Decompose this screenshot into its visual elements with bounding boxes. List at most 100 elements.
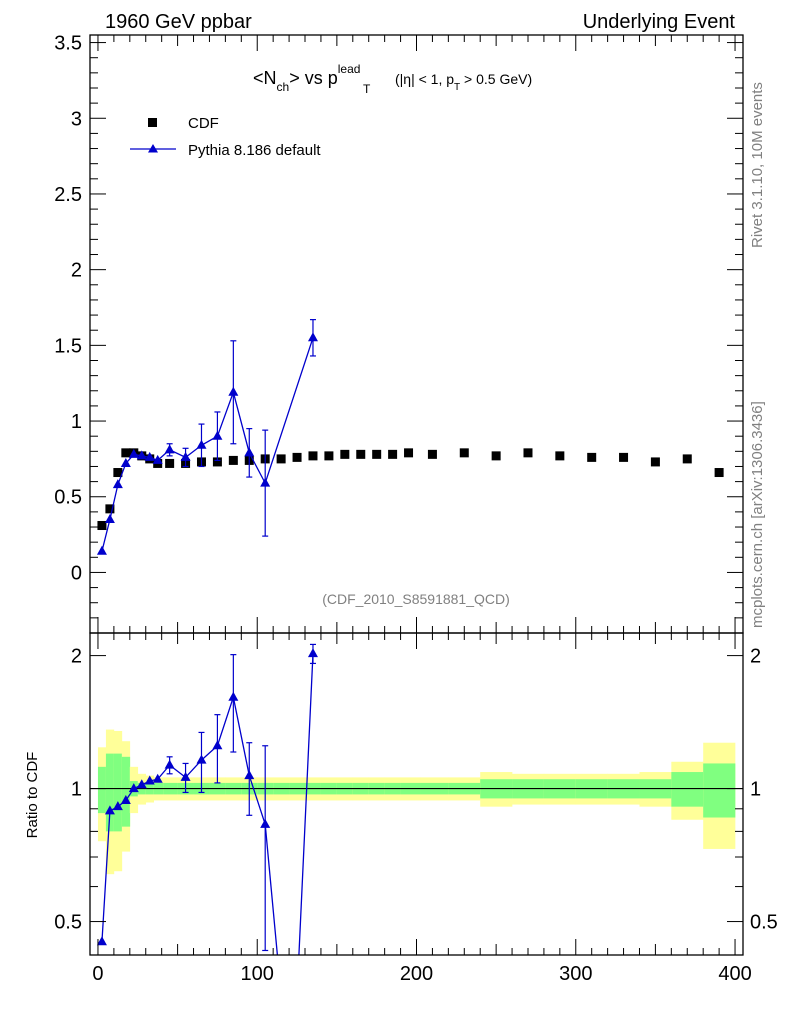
ratio-pythia-series xyxy=(96,643,318,955)
pythia-data-point xyxy=(120,457,131,467)
cdf-data-point xyxy=(292,452,302,462)
main-y-tick-label: 3 xyxy=(71,108,82,130)
ratio-band-green xyxy=(105,753,115,832)
pythia-data-point xyxy=(112,479,123,489)
main-y-tick-label: 1 xyxy=(71,411,82,433)
pythia-ratio-point xyxy=(244,770,255,780)
pythia-ratio-line xyxy=(101,653,314,955)
pythia-ratio-point xyxy=(96,936,107,946)
ratio-band-green xyxy=(703,763,736,818)
x-tick-label: 0 xyxy=(92,963,103,985)
ratio-y-tick-label-right: 0.5 xyxy=(750,912,778,934)
x-tick-label: 300 xyxy=(559,963,592,985)
cdf-data-point xyxy=(388,449,398,459)
ratio-y-tick-label-left: 0.5 xyxy=(54,912,82,934)
pythia-ratio-point xyxy=(112,801,123,811)
rivet-version-label: Rivet 3.1.10, 10M events xyxy=(749,82,766,248)
cdf-data-point xyxy=(340,449,350,459)
pythia-ratio-point xyxy=(128,783,139,793)
x-tick-label: 100 xyxy=(241,963,274,985)
ratio-y-tick-label-left: 2 xyxy=(71,646,82,668)
main-pythia-series xyxy=(96,319,318,555)
title-cond2: > 0.5 GeV) xyxy=(460,71,532,87)
cdf-data-point xyxy=(97,521,107,531)
ratio-band-green xyxy=(671,772,704,807)
cdf-data-point xyxy=(555,451,565,461)
pythia-data-point xyxy=(128,448,139,458)
ratio-band-green xyxy=(97,766,107,814)
main-y-tick-label: 0 xyxy=(71,562,82,584)
ratio-y-tick-label-left: 1 xyxy=(71,779,82,801)
main-y-tick-label: 2 xyxy=(71,260,82,282)
main-cdf-points xyxy=(97,448,724,531)
cdf-data-point xyxy=(121,448,131,458)
main-y-tick-label: 1.5 xyxy=(54,335,82,357)
plot-title: <Nch> vs pleadT(|η| < 1, pT > 0.5 GeV) xyxy=(253,62,532,96)
main-y-tick-label: 2.5 xyxy=(54,184,82,206)
pythia-ratio-point xyxy=(196,754,207,764)
x-tick-label: 400 xyxy=(718,963,751,985)
ratio-uncertainty-bands xyxy=(90,729,743,875)
legend-pythia-label: Pythia 8.186 default xyxy=(188,142,321,159)
cdf-data-point xyxy=(356,449,366,459)
pythia-ratio-point xyxy=(136,779,147,789)
pythia-ratio-point xyxy=(180,771,191,781)
ratio-y-axis-label: Ratio to CDF xyxy=(24,752,41,839)
pythia-ratio-point xyxy=(164,759,175,769)
pythia-data-point xyxy=(136,450,147,460)
pythia-data-point xyxy=(180,451,191,461)
pythia-main-line xyxy=(101,337,314,552)
pythia-data-point xyxy=(196,439,207,449)
title-vs: > vs p xyxy=(289,68,338,88)
cdf-data-point xyxy=(165,458,175,468)
pythia-ratio-point xyxy=(120,794,131,804)
pythia-data-point xyxy=(152,454,163,464)
pythia-data-point xyxy=(228,386,239,396)
cdf-data-point xyxy=(276,454,286,464)
pythia-data-point xyxy=(244,447,255,457)
pythia-data-point xyxy=(307,332,318,342)
header-right-label: Underlying Event xyxy=(583,11,736,33)
cdf-data-point xyxy=(105,504,115,514)
cdf-data-point xyxy=(372,449,382,459)
pythia-ratio-point xyxy=(228,691,239,701)
cdf-data-point xyxy=(650,457,660,467)
ratio-band-green xyxy=(121,756,131,827)
ratio-y-tick-label-right: 1 xyxy=(750,779,761,801)
pythia-data-point xyxy=(260,477,271,487)
pythia-data-point xyxy=(212,430,223,440)
cdf-data-point xyxy=(113,468,123,478)
legend-cdf-label: CDF xyxy=(188,115,219,132)
legend-pythia-marker xyxy=(148,144,158,153)
title-cond1: (|η| < 1, p xyxy=(395,71,454,87)
cdf-data-point xyxy=(619,452,629,462)
legend-cdf-marker xyxy=(148,118,157,127)
cdf-data-point xyxy=(427,449,437,459)
cdf-data-point xyxy=(228,455,238,465)
mcplots-source-label: mcplots.cern.ch [arXiv:1306.3436] xyxy=(749,401,766,628)
x-tick-label: 200 xyxy=(400,963,433,985)
cdf-data-point xyxy=(212,457,222,467)
pythia-ratio-point xyxy=(152,773,163,783)
cdf-data-point xyxy=(404,448,414,458)
cdf-data-point xyxy=(523,448,533,458)
ratio-y-tick-label-right: 2 xyxy=(750,646,761,668)
pythia-ratio-point xyxy=(144,775,155,785)
pythia-ratio-point xyxy=(307,648,318,658)
pythia-data-point xyxy=(164,444,175,454)
axes: 0 0.5 1 1.5 2 2.5 3 3.5 0 100 200 300 400 0.5 0.5 1 1 2 2 xyxy=(54,33,778,985)
cdf-data-point xyxy=(324,451,334,461)
cdf-data-point xyxy=(459,448,469,458)
title-t-sub: T xyxy=(363,82,371,96)
cdf-data-point xyxy=(308,451,318,461)
pythia-ratio-point xyxy=(104,805,115,815)
pythia-ratio-point xyxy=(260,818,271,828)
cdf-data-point xyxy=(682,454,692,464)
pythia-ratio-point xyxy=(212,740,223,750)
analysis-id-label: (CDF_2010_S8591881_QCD) xyxy=(322,591,510,607)
cdf-data-point xyxy=(714,468,724,478)
ratio-band-green xyxy=(113,753,123,832)
title-cond-t-sub: T xyxy=(454,82,460,93)
main-y-tick-label: 3.5 xyxy=(54,33,82,55)
